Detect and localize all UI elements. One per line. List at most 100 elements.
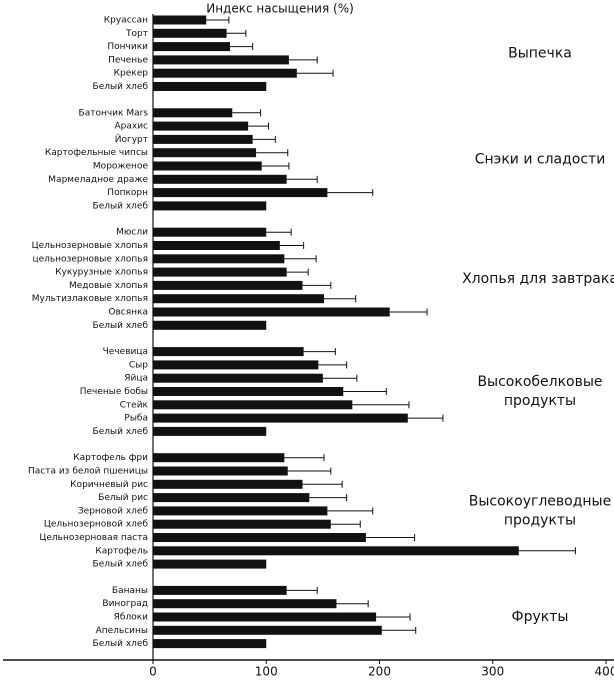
x-tick-label: 400 (595, 665, 614, 679)
bar (153, 612, 377, 622)
error-bar (286, 268, 309, 276)
y-tick-label: Мороженое (93, 162, 149, 172)
bar (153, 108, 233, 118)
bar (153, 267, 287, 277)
error-bar (261, 162, 290, 170)
bar (153, 519, 331, 529)
group-label: Хлопья для завтрака (462, 271, 614, 287)
error-bar (376, 613, 411, 621)
bar (153, 639, 267, 649)
bar (153, 493, 310, 503)
error-bar (296, 69, 334, 77)
error-bar (407, 414, 444, 422)
y-tick-label: Торт (125, 29, 148, 39)
error-bar (336, 600, 369, 608)
bar (153, 585, 287, 595)
y-tick-label: Йогурт (115, 133, 148, 145)
y-tick-label: Белый хлеб (93, 321, 149, 331)
bar (153, 241, 280, 250)
error-bar (322, 374, 358, 382)
y-tick-label: Сыр (129, 360, 148, 370)
bar (153, 188, 328, 198)
y-tick-label: Белый хлеб (93, 560, 149, 570)
bar (153, 68, 297, 78)
error-bar (252, 135, 276, 143)
y-tick-label: Печенье (108, 55, 148, 65)
error-bar (309, 494, 348, 502)
y-tick-label: Яблоки (114, 613, 148, 623)
y-tick-label: Бананы (112, 586, 148, 596)
y-tick-label: Картофель (95, 546, 148, 556)
bar (153, 42, 231, 52)
bar (153, 174, 287, 184)
y-tick-label: Попкорн (107, 188, 148, 198)
y-tick-label: Чечевица (103, 347, 148, 357)
bar (153, 280, 303, 290)
error-bar (365, 534, 416, 541)
error-bar (381, 626, 417, 634)
y-tick-label: Овсянка (108, 308, 148, 318)
bar (153, 559, 267, 569)
error-bar (518, 547, 576, 555)
y-tick-label: цельнозерновые хлопья (32, 254, 148, 264)
error-bar (327, 507, 374, 515)
y-tick-label: Пончики (107, 42, 148, 52)
bar (153, 121, 249, 131)
y-tick-label: Крекер (114, 69, 149, 79)
y-tick-label: Рыба (124, 414, 148, 424)
error-bar (286, 175, 318, 183)
y-tick-label: Мюсли (116, 228, 148, 238)
x-tick-label: 0 (149, 665, 157, 679)
error-bar (206, 16, 230, 24)
error-bar (248, 122, 270, 130)
bar (153, 134, 253, 144)
y-tick-label: Виноград (102, 599, 148, 609)
y-tick-label: Стейк (120, 400, 149, 410)
bar (153, 533, 366, 542)
group-label: Фрукты (512, 609, 569, 625)
bar (153, 161, 262, 171)
bar (153, 599, 337, 609)
error-bar (279, 242, 305, 249)
y-tick-label: Печеные бобы (80, 387, 148, 397)
error-bar (343, 388, 387, 395)
error-bar (318, 361, 348, 369)
bar (153, 307, 390, 317)
group-label: продукты (504, 393, 576, 409)
error-bar (302, 480, 343, 488)
axis-title: Индекс насыщения (%) (206, 2, 354, 16)
bar (153, 506, 328, 516)
y-tick-label: Зерновой хлеб (78, 506, 149, 516)
y-tick-label: Арахис (114, 122, 148, 132)
y-tick-label: Коричневый рис (70, 480, 148, 490)
y-tick-label: Белый хлеб (93, 201, 149, 211)
bar (153, 82, 267, 91)
y-tick-label: Мультизлаковые хлопья (32, 294, 148, 304)
bar (153, 15, 207, 25)
error-bar (230, 43, 254, 51)
group-label: Выпечка (508, 45, 572, 61)
bar (153, 55, 289, 65)
y-tick-label: Картофель фри (73, 453, 148, 463)
y-tick-label: Паста из белой пшеницы (28, 467, 148, 477)
bar (153, 479, 303, 489)
bar (153, 466, 288, 476)
error-bar (302, 281, 332, 289)
y-tick-label: Белый хлеб (93, 82, 149, 92)
error-bar (288, 56, 318, 64)
bar (153, 413, 408, 423)
bar (153, 320, 267, 330)
group-label: Высокобелковые (477, 374, 602, 390)
bar (153, 453, 285, 463)
y-tick-label: Медовые хлопья (69, 281, 148, 291)
bar (153, 625, 382, 635)
y-tick-label: Картофельные чипсы (45, 148, 148, 158)
bar (153, 148, 257, 158)
error-bar (287, 467, 332, 475)
x-tick-label: 200 (368, 665, 391, 679)
y-tick-label: Апельсины (96, 626, 148, 636)
error-bar (303, 348, 336, 356)
y-tick-label: Мармеладное драже (48, 175, 148, 185)
y-tick-label: Цельнозерновой хлеб (44, 520, 149, 530)
